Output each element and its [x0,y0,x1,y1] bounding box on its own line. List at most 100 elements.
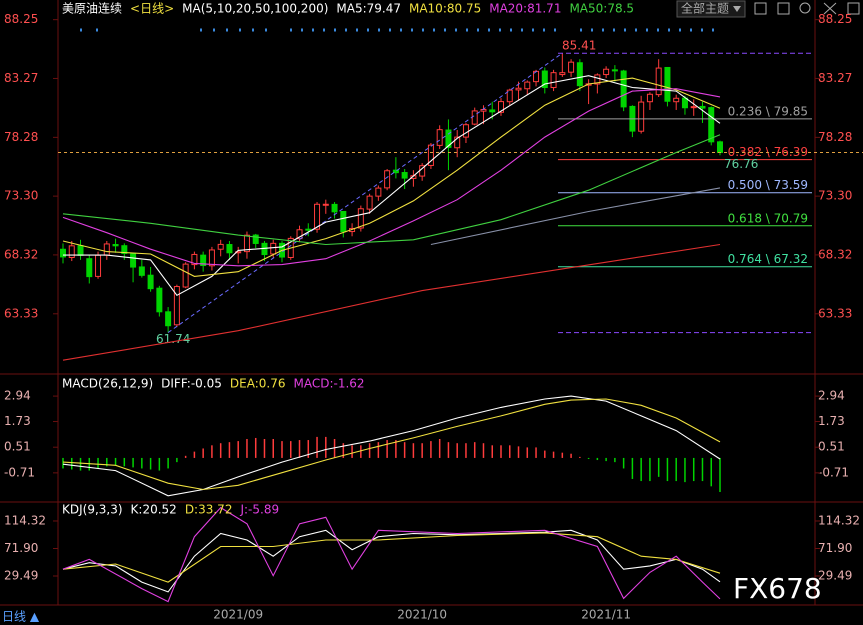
candle-body [506,89,513,103]
tool-icon[interactable] [777,2,790,15]
candle-body [103,243,110,256]
candle-body [541,70,548,89]
y-tick-label: 68.32 [4,247,38,261]
legend-item: D:33.72 [185,503,233,517]
candle-body [375,187,382,197]
legend-item: MA10:80.75 [409,2,481,16]
candle-body [550,72,557,89]
legend-item: <日线> [130,2,174,16]
candle-body [173,286,180,326]
candle-body [655,67,662,96]
candle-body [445,129,452,148]
candle-body [480,108,487,112]
candle-body [498,101,504,113]
indicator-line [62,88,721,267]
y-tick-label: 29.49 [4,568,38,582]
legend-item: MACD(26,12,9) [62,377,153,391]
candle-body [454,136,461,149]
y-tick-label: 63.33 [4,306,38,320]
tool-icon[interactable] [754,2,767,15]
candle-body [690,106,697,109]
recent-low-annotation: 76.76 [724,157,758,171]
indicator-line [62,243,721,361]
fib-level-label: 0.236 \ 79.85 [728,104,808,118]
theme-dropdown[interactable] [676,0,746,18]
candle-body [86,258,93,278]
candle-body [681,97,688,109]
y-tick-label: -0.71 [818,465,849,479]
candle-body [121,245,128,254]
candle-body [270,242,277,255]
y-tick-label: 73.30 [4,189,38,203]
candle-body [559,72,566,76]
candle-body [147,274,154,290]
candle-body [314,203,321,230]
high-annotation: 85.41 [562,39,596,53]
tool-icon[interactable] [799,2,811,14]
candle-body [462,124,469,138]
candle-body [112,244,119,247]
candle-body [130,253,137,268]
x-tick-label: 2021/11 [581,608,631,622]
candle-body [208,249,215,267]
candle-body [77,245,84,256]
candle-body [243,234,250,253]
candle-body [331,203,338,213]
candle-body [620,70,627,108]
y-tick-label: 1.73 [818,414,845,428]
legend-item: DEA:0.76 [230,377,286,391]
candle-body [217,243,224,250]
candle-body [594,74,601,85]
indicator-line [63,75,721,297]
candle-body [366,195,373,210]
candle-body [699,105,706,109]
legend-item: MA50:78.5 [569,2,634,16]
indicator-line [62,77,721,277]
legend-item: 美原油连续 [62,1,122,16]
candle-body [226,244,233,254]
candle-body [191,253,198,266]
candle-body [664,66,671,102]
y-tick-label: 78.28 [4,130,38,144]
candle-body [296,229,303,240]
indicator-line [62,395,721,497]
tool-icon[interactable] [847,2,860,15]
legend-item: K:20.52 [131,503,177,517]
legend-item: MA(5,10,20,50,100,200) [182,2,328,16]
candle-body [182,263,189,288]
y-tick-label: 114.32 [818,513,860,527]
legend-item: MA20:81.71 [489,2,561,16]
legend-item: J:-5.89 [239,503,279,517]
candle-body [60,248,66,258]
candle-body [165,311,172,327]
y-tick-label: 0.51 [818,440,845,454]
y-tick-label: 71.90 [4,541,38,555]
candle-body [305,228,312,231]
candle-body [576,62,583,87]
y-tick-label: 63.33 [818,306,852,320]
candle-body [156,287,163,313]
theme-label: 全部主题 [681,1,729,16]
candle-body [603,68,610,76]
legend-item: DIFF:-0.05 [161,377,222,391]
y-tick-label: 114.32 [4,513,46,527]
y-tick-label: 0.51 [4,440,31,454]
y-tick-label: 2.94 [4,389,31,403]
candle-body [252,234,259,244]
y-tick-label: 83.27 [4,71,38,85]
candle-body [568,61,575,73]
y-tick-label: 1.73 [4,414,31,428]
candle-body [68,245,75,259]
candle-body [638,101,645,132]
candle-body [401,172,408,179]
fib-level-label: 0.500 \ 73.59 [728,178,808,192]
y-tick-label: 68.32 [818,247,852,261]
candle-body [138,266,145,276]
tool-icon[interactable] [823,2,837,15]
indicator-line [62,532,721,583]
y-tick-label: 83.27 [818,71,852,85]
period-button[interactable]: 日线 ▲ [2,610,40,624]
candle-body [489,109,496,113]
